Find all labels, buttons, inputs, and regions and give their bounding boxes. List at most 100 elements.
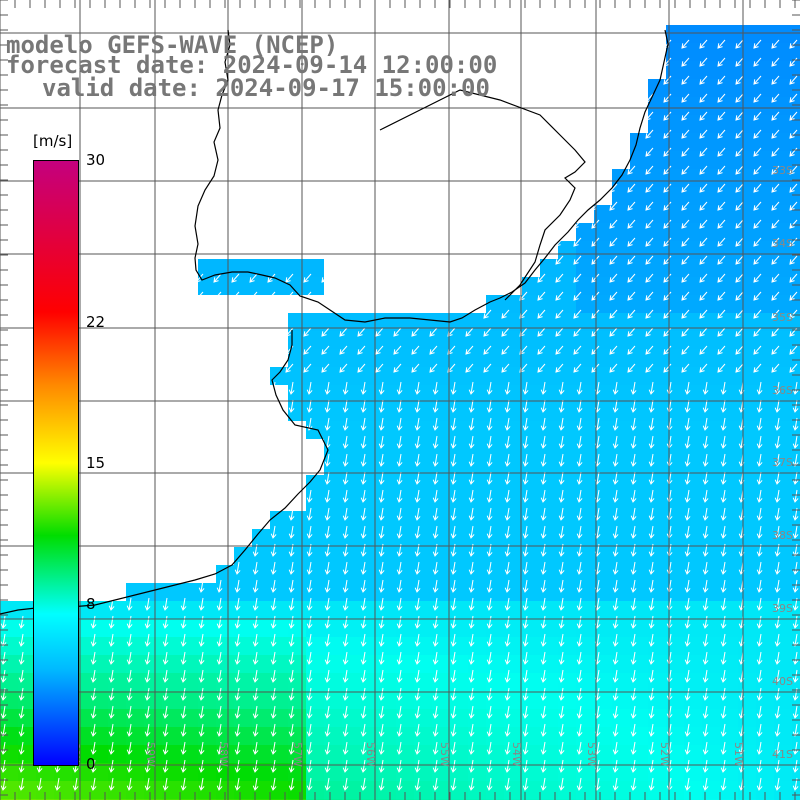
wind-arrow	[162, 633, 169, 647]
wind-arrow	[648, 759, 655, 773]
wind-arrow	[630, 777, 637, 791]
wind-arrow	[72, 777, 79, 791]
wind-arrow	[627, 291, 636, 301]
wind-arrow	[267, 273, 276, 283]
wind-arrow	[684, 741, 691, 755]
wind-arrow	[540, 435, 547, 449]
wind-arrow	[702, 723, 709, 737]
wind-arrow	[612, 381, 619, 395]
wind-arrow	[432, 507, 439, 521]
wind-arrow	[324, 399, 331, 413]
wind-arrow	[342, 453, 349, 467]
wind-arrow	[306, 399, 313, 413]
wind-arrow	[699, 291, 708, 301]
wind-arrow	[648, 453, 655, 467]
wind-arrow	[306, 741, 313, 755]
wind-arrow	[720, 435, 727, 449]
wind-arrow	[18, 741, 25, 755]
wind-arrow	[684, 615, 691, 629]
wind-arrow	[720, 561, 727, 575]
wind-arrow	[663, 255, 672, 265]
wind-arrow	[789, 165, 798, 175]
wind-arrow	[681, 273, 690, 283]
wind-arrow	[630, 615, 637, 629]
wind-arrow	[504, 471, 511, 485]
wind-arrow	[576, 579, 583, 593]
wind-arrow	[486, 651, 493, 665]
colorbar-tick-label: 15	[86, 454, 106, 472]
wind-arrow	[432, 759, 439, 773]
wind-arrow	[558, 615, 565, 629]
wind-arrow	[216, 687, 223, 701]
wind-arrow	[0, 669, 7, 683]
wind-arrow	[414, 453, 421, 467]
wind-arrow	[645, 111, 654, 121]
wind-arrow	[288, 579, 295, 593]
wind-arrow	[108, 615, 115, 629]
wind-arrow	[378, 741, 385, 755]
wind-arrow	[792, 759, 799, 773]
wind-arrow	[630, 669, 637, 683]
wind-arrow	[162, 651, 169, 665]
wind-arrow	[717, 75, 726, 85]
wind-arrow	[540, 759, 547, 773]
wind-arrow	[663, 165, 672, 175]
wind-arrow	[756, 381, 763, 395]
wind-arrow	[234, 723, 241, 737]
wind-arrow	[306, 651, 313, 665]
latitude-labels: 33S 34S 35S 36S 37S 38S 39S 40S 41S	[772, 164, 793, 761]
longitude-label: 57W	[291, 742, 304, 767]
wind-arrow	[324, 615, 331, 629]
wind-arrow	[612, 669, 619, 683]
wind-arrow	[630, 399, 637, 413]
wind-arrow	[306, 579, 313, 593]
wind-arrow	[573, 255, 582, 265]
wind-arrow	[612, 615, 619, 629]
wind-arrow	[792, 435, 799, 449]
wind-arrow	[414, 741, 421, 755]
wind-arrow	[285, 363, 294, 373]
wind-arrow	[792, 615, 799, 629]
wind-arrow	[342, 381, 349, 395]
wind-arrow	[414, 489, 421, 503]
wind-arrow	[648, 669, 655, 683]
wind-arrow	[684, 561, 691, 575]
wind-arrow	[378, 579, 385, 593]
wind-arrow	[540, 597, 547, 611]
wind-arrow	[612, 453, 619, 467]
wind-arrow	[360, 759, 367, 773]
wind-arrow	[681, 255, 690, 265]
wind-arrow	[684, 381, 691, 395]
wind-arrow	[576, 507, 583, 521]
wind-arrow	[216, 723, 223, 737]
wind-arrow	[378, 435, 385, 449]
wind-arrow	[555, 363, 564, 373]
wind-arrow	[663, 147, 672, 157]
wind-arrow	[144, 651, 151, 665]
wind-arrow	[612, 471, 619, 485]
wind-arrow	[627, 201, 636, 211]
wind-arrow	[735, 39, 744, 49]
wind-arrow	[396, 705, 403, 719]
wind-arrow	[756, 579, 763, 593]
wind-arrow	[774, 651, 781, 665]
wind-arrow	[756, 687, 763, 701]
wind-arrow	[630, 633, 637, 647]
wind-arrow	[414, 777, 421, 791]
wind-arrow	[324, 777, 331, 791]
wind-arrow	[108, 777, 115, 791]
wind-arrow	[180, 759, 187, 773]
wind-arrow	[540, 561, 547, 575]
wind-arrow	[558, 399, 565, 413]
wind-arrow	[609, 327, 618, 337]
wind-arrow	[735, 237, 744, 247]
wind-arrow	[450, 669, 457, 683]
wind-arrow	[18, 669, 25, 683]
wind-arrow	[414, 687, 421, 701]
wind-arrow	[450, 399, 457, 413]
wind-arrow	[378, 471, 385, 485]
wind-arrow	[429, 327, 438, 337]
wind-arrow	[648, 597, 655, 611]
wind-arrow	[450, 471, 457, 485]
wind-arrow	[252, 741, 259, 755]
